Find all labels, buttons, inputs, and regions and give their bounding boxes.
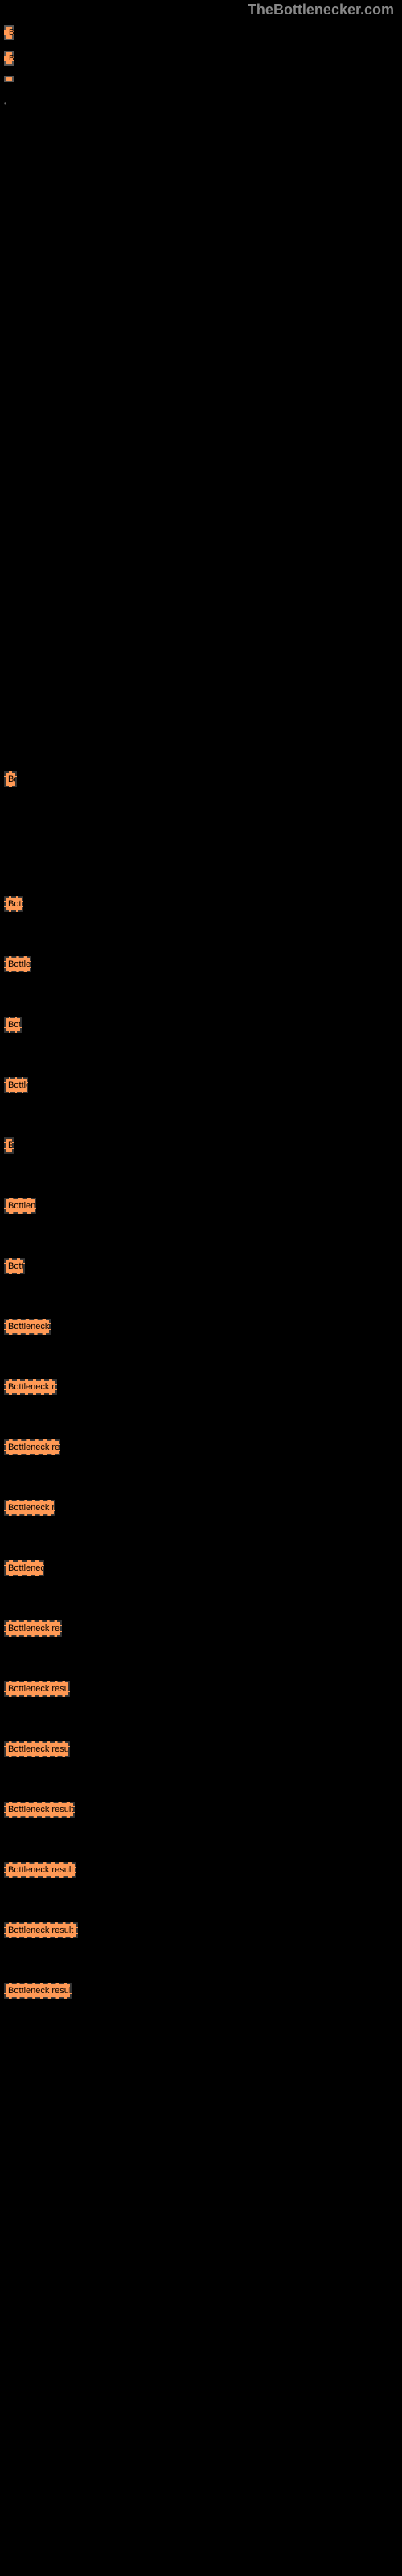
result-bar[interactable]: Bottleneck result [4, 1983, 72, 1999]
dot-marker: • [0, 100, 402, 107]
result-bar[interactable]: Bottleneck result [4, 956, 31, 972]
result-bar[interactable]: Bottleneck result [4, 1198, 36, 1214]
result-bar[interactable]: Bottleneck result [4, 1741, 70, 1757]
result-bar[interactable]: Bottleneck result [4, 1077, 28, 1093]
result-row: Bottleneck result [0, 1798, 402, 1826]
result-bar[interactable]: Bottleneck result [4, 1379, 57, 1395]
result-bar[interactable]: Bottleneck result [4, 1620, 62, 1637]
brand-header: TheBottlenecker.com [0, 0, 402, 20]
top-bar-0[interactable]: B [4, 25, 14, 40]
result-bar[interactable]: Bottleneck result [4, 896, 23, 912]
result-bar[interactable]: Bottleneck result [4, 1137, 14, 1154]
result-row: Bottleneck result [0, 1737, 402, 1765]
results-list: Bottleneck result Bottleneck result Bottle… [0, 767, 402, 2007]
spacer [0, 828, 402, 892]
result-row: Bottleneck result [0, 1496, 402, 1524]
result-row: Bottleneck result [0, 1616, 402, 1645]
result-row: Bottleneck result [0, 1918, 402, 1946]
result-row: Bottleneck result [0, 1677, 402, 1705]
result-bar[interactable]: Bottleneck result [4, 1560, 44, 1576]
result-bar[interactable]: Bottleneck result [4, 1802, 75, 1818]
result-row: Bottleneck result [0, 1435, 402, 1463]
result-bar[interactable]: Bottleneck result [4, 1439, 60, 1455]
result-bar[interactable]: Bottleneck result [4, 1862, 76, 1878]
result-row: Bottleneck result [0, 1315, 402, 1343]
result-row: Bottleneck result [0, 767, 402, 795]
result-bar[interactable]: Bottleneck result [4, 1319, 51, 1335]
result-row: Bottleneck result [0, 1375, 402, 1403]
result-row: Bottleneck result [0, 952, 402, 980]
result-bar[interactable]: Bottleneck result [4, 1258, 25, 1274]
result-bar[interactable]: Bottleneck result [4, 1017, 22, 1033]
top-bar-2[interactable] [4, 76, 14, 82]
result-row: Bottleneck result [0, 1194, 402, 1222]
result-bar[interactable]: Bottleneck result [4, 771, 17, 787]
result-row: Bottleneck result [0, 1556, 402, 1584]
result-bar[interactable]: Bottleneck result [4, 1922, 78, 1938]
top-bars-section: B B [0, 20, 402, 100]
result-bar[interactable]: Bottleneck result [4, 1681, 70, 1697]
result-row: Bottleneck result [0, 1073, 402, 1101]
result-row: Bottleneck result [0, 1254, 402, 1282]
result-row: Bottleneck result [0, 1013, 402, 1041]
result-row: Bottleneck result [0, 892, 402, 920]
result-bar[interactable]: Bottleneck result [4, 1500, 55, 1516]
result-row: Bottleneck result [0, 1979, 402, 2007]
top-bar-1[interactable]: B [4, 51, 14, 66]
spacer [0, 107, 402, 767]
result-row: Bottleneck result [0, 1133, 402, 1162]
result-row: Bottleneck result [0, 1858, 402, 1886]
